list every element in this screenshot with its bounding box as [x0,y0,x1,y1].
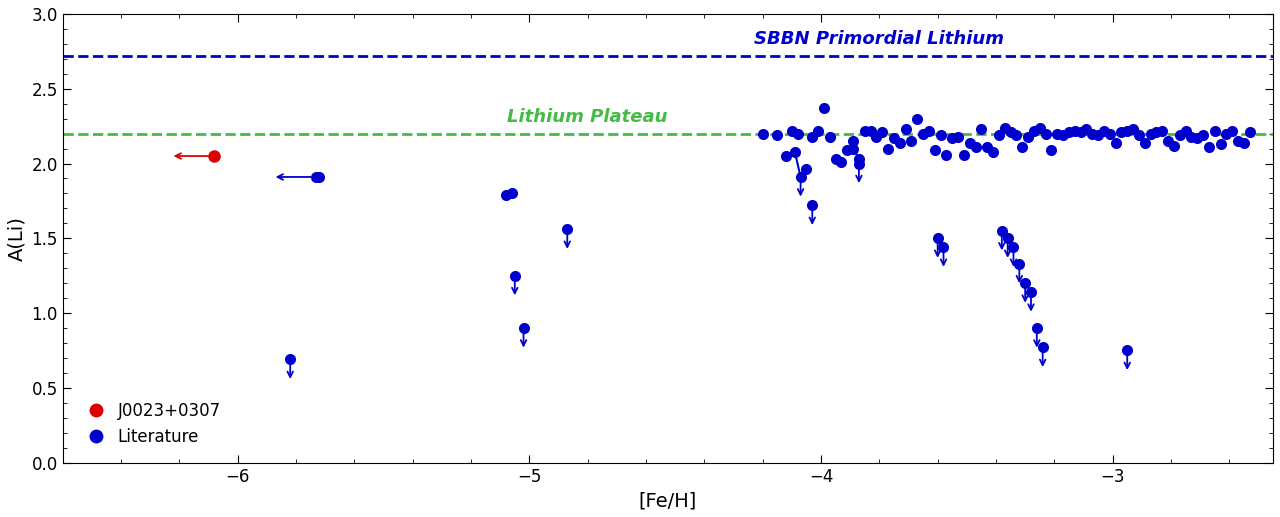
X-axis label: [Fe/H]: [Fe/H] [639,491,698,510]
Text: SBBN Primordial Lithium: SBBN Primordial Lithium [754,31,1005,49]
Text: Lithium Plateau: Lithium Plateau [507,108,668,126]
Legend: J0023+0307, Literature: J0023+0307, Literature [72,393,229,454]
Y-axis label: A(Li): A(Li) [6,216,26,261]
